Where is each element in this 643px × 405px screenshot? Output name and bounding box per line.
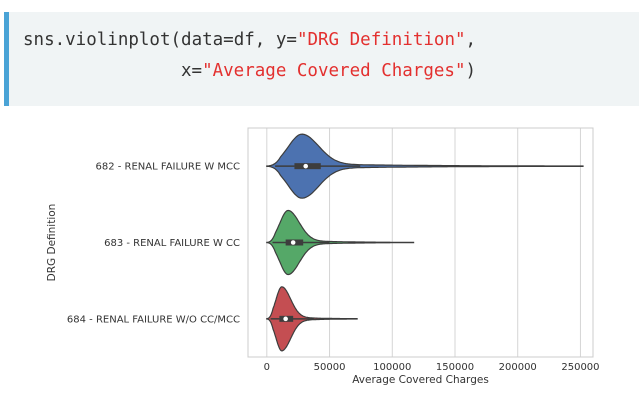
code-line-1: sns.violinplot(data=df, y="DRG Definitio… [23, 30, 476, 50]
y-tick-label: 684 - RENAL FAILURE W/O CC/MCC [67, 314, 240, 325]
plot-frame [247, 127, 594, 358]
x-tick-label: 50000 [314, 362, 346, 373]
x-tick-label: 150000 [436, 362, 474, 373]
violin-median [283, 316, 288, 322]
code-line-2: x="Average Covered Charges") [181, 61, 476, 81]
y-axis-label: DRG Definition [46, 204, 58, 282]
violin-median [290, 240, 296, 245]
x-tick-label: 200000 [499, 362, 537, 373]
y-tick-label: 682 - RENAL FAILURE W MCC [95, 162, 240, 173]
code-text: , [465, 30, 477, 50]
violin-body [266, 133, 584, 199]
x-tick-label: 250000 [561, 362, 599, 373]
x-tick-label: 0 [264, 362, 270, 373]
violins [266, 133, 584, 352]
code-string: "Average Covered Charges" [202, 61, 466, 81]
y-ticks: 682 - RENAL FAILURE W MCC 683 - RENAL FAI… [67, 162, 240, 326]
code-text: sns.violinplot(data=df, y= [23, 30, 297, 50]
violin-median [303, 163, 309, 169]
code-text: x= [181, 61, 203, 81]
code-block: sns.violinplot(data=df, y="DRG Definitio… [4, 12, 639, 106]
x-ticks: 0 50000 100000 150000 200000 250000 [264, 362, 600, 373]
code-text: ) [465, 61, 477, 81]
x-tick-label: 100000 [373, 362, 411, 373]
y-tick-label: 683 - RENAL FAILURE W CC [104, 238, 240, 249]
x-axis-label: Average Covered Charges [352, 374, 489, 386]
violin-body [266, 209, 415, 276]
code-string: "DRG Definition" [296, 30, 466, 50]
